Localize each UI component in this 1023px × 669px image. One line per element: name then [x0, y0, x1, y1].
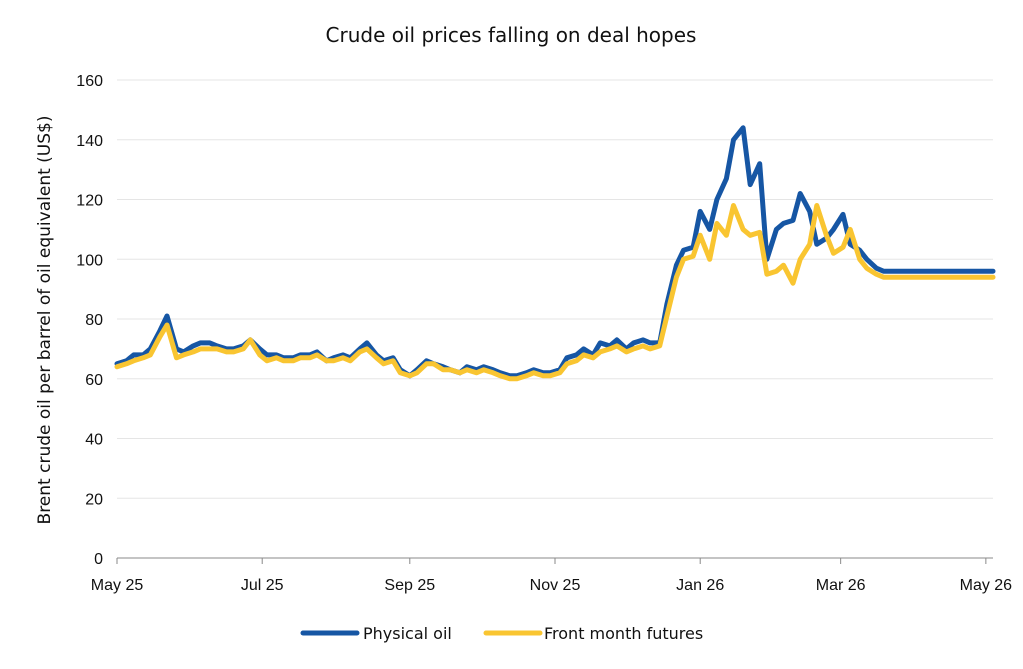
- x-tick-label: Sep 25: [384, 577, 435, 594]
- series-line-physical-oil: [114, 125, 996, 379]
- chart-title: Crude oil prices falling on deal hopes: [326, 23, 697, 47]
- x-tick-label: Mar 26: [816, 577, 866, 594]
- y-tick-label: 20: [85, 491, 103, 508]
- y-tick-label: 60: [85, 372, 103, 389]
- y-tick-label: 40: [85, 432, 103, 449]
- x-tick-label: Jan 26: [676, 577, 724, 594]
- x-tick-label: Jul 25: [241, 577, 284, 594]
- x-tick-label: Nov 25: [530, 577, 581, 594]
- legend: Physical oil Front month futures: [300, 624, 703, 643]
- y-tick-label: 120: [76, 193, 103, 210]
- y-tick-label: 140: [76, 133, 103, 150]
- y-tick-label: 160: [76, 73, 103, 90]
- y-tick-label: 100: [76, 252, 103, 269]
- y-tick-label: 80: [85, 312, 103, 329]
- gridlines: [117, 79, 993, 499]
- series-line-front-month-futures: [114, 203, 996, 382]
- x-tick-label: May 25: [91, 577, 144, 594]
- y-axis-label: Brent crude oil per barrel of oil equiva…: [35, 116, 55, 525]
- x-tick-label: May 26: [960, 577, 1013, 594]
- axes: 0 20 40 60 80 100 120 140 160 May 25 Jul 25 Sep 25 N…: [76, 73, 1012, 594]
- legend-label-front-month-futures: Front month futures: [544, 624, 703, 643]
- y-tick-label: 0: [94, 551, 103, 568]
- legend-label-physical-oil: Physical oil: [363, 624, 452, 643]
- series-lines: [114, 125, 996, 382]
